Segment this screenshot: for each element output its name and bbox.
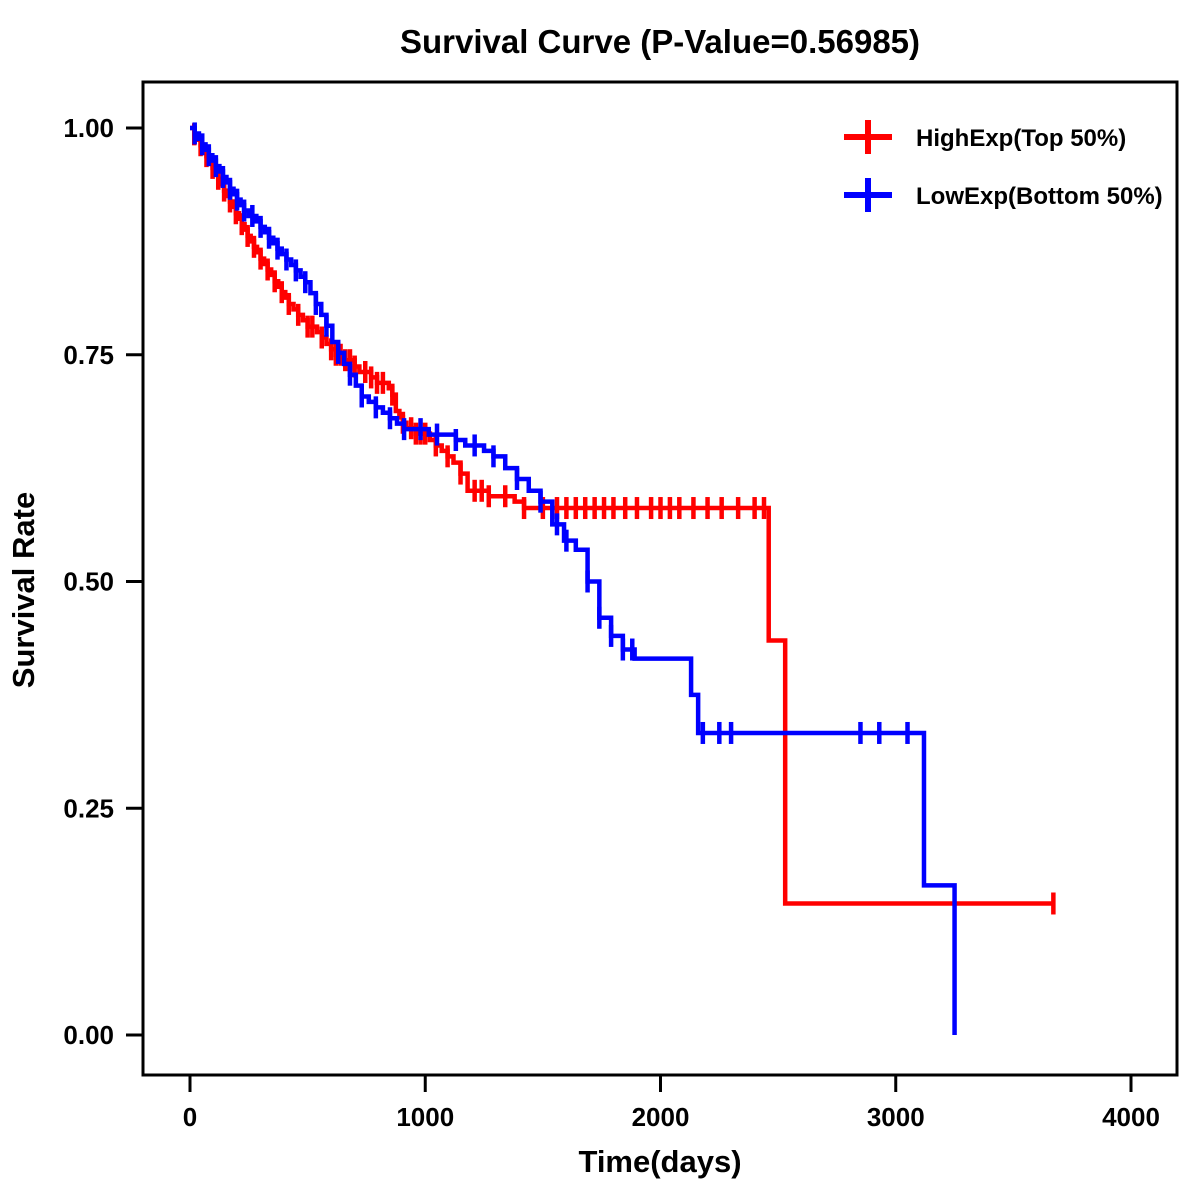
y-tick-label: 0.00 xyxy=(63,1020,114,1050)
km-step-line xyxy=(190,125,1054,906)
legend-label: HighExp(Top 50%) xyxy=(916,125,1126,152)
x-axis-label: Time(days) xyxy=(578,1144,741,1179)
legend-item: LowExp(Bottom 50%) xyxy=(844,178,1163,212)
x-axis-ticks: 0 1000 2000 3000 4000 xyxy=(183,1075,1160,1132)
x-tick-label: 1000 xyxy=(396,1102,454,1132)
x-tick-label: 2000 xyxy=(632,1102,690,1132)
y-tick-label: 0.75 xyxy=(63,340,114,370)
y-tick-label: 0.50 xyxy=(63,567,114,597)
x-tick-label: 4000 xyxy=(1102,1102,1160,1132)
y-tick-label: 1.00 xyxy=(63,113,114,143)
km-step-line xyxy=(190,125,957,1035)
y-axis-ticks: 0.00 0.25 0.50 0.75 1.00 xyxy=(63,113,143,1050)
y-axis-label: Survival Rate xyxy=(6,492,41,688)
legend-item: HighExp(Top 50%) xyxy=(844,120,1126,154)
page-title: Survival Curve (P-Value=0.56985) xyxy=(400,23,920,60)
series-layer xyxy=(190,122,1056,1035)
y-tick-label: 0.25 xyxy=(63,793,114,823)
x-tick-label: 3000 xyxy=(867,1102,925,1132)
legend-label: LowExp(Bottom 50%) xyxy=(916,183,1163,210)
series-low-exp xyxy=(190,122,957,1035)
x-tick-label: 0 xyxy=(183,1102,197,1132)
series-high-exp xyxy=(190,123,1056,915)
chart-legend: HighExp(Top 50%) LowExp(Bottom 50%) xyxy=(844,120,1163,212)
